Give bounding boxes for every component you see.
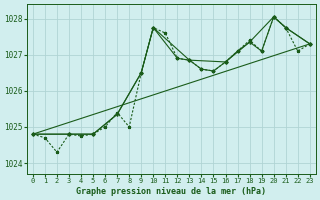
X-axis label: Graphe pression niveau de la mer (hPa): Graphe pression niveau de la mer (hPa) bbox=[76, 187, 266, 196]
